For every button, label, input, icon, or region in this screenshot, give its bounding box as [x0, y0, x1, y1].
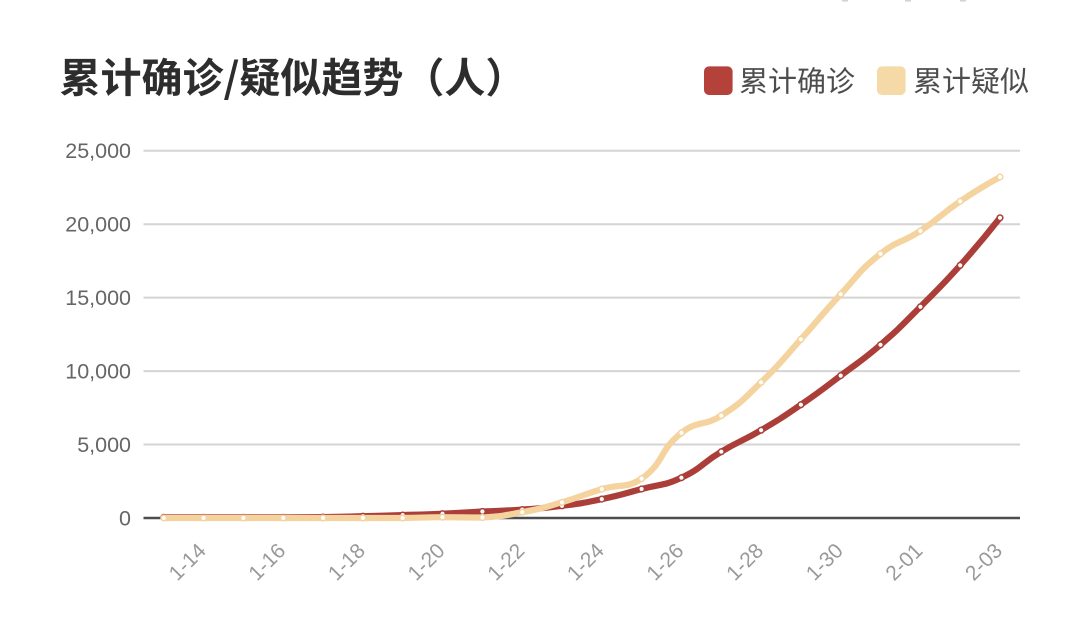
- svg-text:5,000: 5,000: [77, 433, 131, 457]
- svg-text:10,000: 10,000: [65, 360, 131, 384]
- svg-text:0: 0: [119, 507, 131, 531]
- svg-text:25,000: 25,000: [65, 139, 131, 163]
- svg-text:20,000: 20,000: [65, 213, 131, 237]
- svg-text:15,000: 15,000: [65, 286, 131, 310]
